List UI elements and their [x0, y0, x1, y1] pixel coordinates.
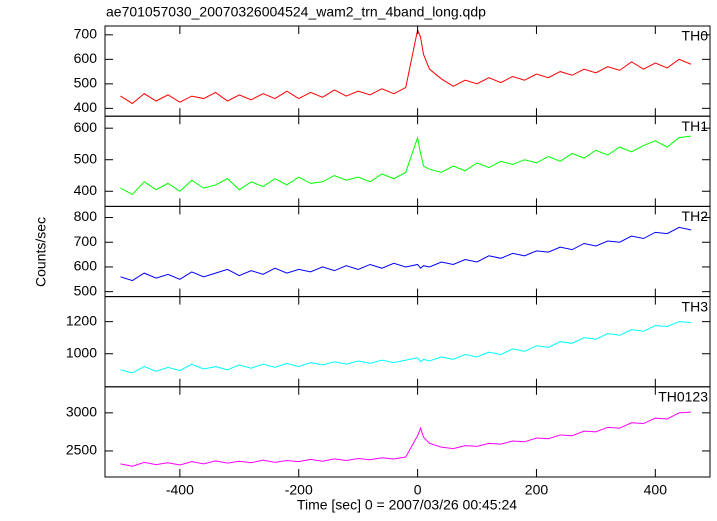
- x-tick-label: 400: [644, 482, 668, 498]
- y-tick-label: 500: [74, 150, 98, 166]
- panel-frame: [104, 115, 711, 207]
- y-tick-label: 2500: [66, 442, 97, 458]
- y-tick-label: 1200: [66, 312, 97, 328]
- panel-frame: [104, 205, 711, 298]
- panel-label: TH1: [682, 118, 709, 134]
- y-tick-label: 800: [74, 208, 98, 224]
- y-tick-label: 500: [74, 75, 98, 91]
- panel-label: TH0: [682, 28, 709, 44]
- y-tick-label: 600: [74, 258, 98, 274]
- y-axis-label: Counts/sec: [33, 217, 49, 287]
- chart-title: ae701057030_20070326004524_wam2_trn_4ban…: [106, 4, 486, 20]
- y-tick-label: 600: [74, 50, 98, 66]
- panel-frame: [104, 386, 711, 478]
- x-axis-label: Time [sec] 0 = 2007/03/26 00:45:24: [297, 497, 517, 513]
- y-tick-label: 400: [74, 99, 98, 115]
- panel-frame: [104, 25, 711, 117]
- y-tick-label: 600: [74, 119, 98, 135]
- y-tick-label: 700: [74, 26, 98, 42]
- panel-label: TH0123: [658, 389, 708, 405]
- y-tick-label: 500: [74, 282, 98, 298]
- y-tick-label: 1000: [66, 344, 97, 360]
- series-line: [120, 135, 692, 196]
- panel-label: TH2: [682, 208, 709, 224]
- series-line: [120, 411, 692, 467]
- x-tick-label: -200: [285, 482, 313, 498]
- panel-frame: [104, 296, 711, 388]
- x-tick-label: -400: [166, 482, 194, 498]
- series-line: [120, 226, 692, 282]
- y-tick-label: 3000: [66, 404, 97, 420]
- y-tick-label: 700: [74, 233, 98, 249]
- panel-label: TH3: [682, 298, 709, 314]
- series-line: [120, 321, 692, 374]
- y-tick-label: 400: [74, 182, 98, 198]
- series-line: [120, 28, 692, 105]
- x-tick-label: 200: [525, 482, 549, 498]
- x-tick-label: 0: [414, 482, 422, 498]
